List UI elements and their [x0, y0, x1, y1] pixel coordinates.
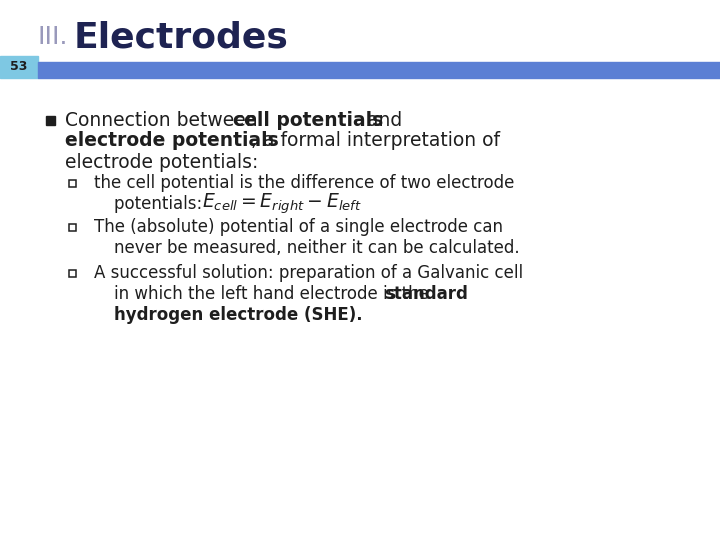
Text: Connection between: Connection between: [65, 111, 264, 130]
Text: electrode potentials: electrode potentials: [65, 132, 279, 151]
Text: potentials:: potentials:: [114, 195, 207, 213]
Bar: [68, 224, 76, 231]
Text: standard: standard: [384, 285, 468, 303]
Bar: [0, 56, 38, 78]
Text: A successful solution: preparation of a Galvanic cell: A successful solution: preparation of a …: [94, 264, 523, 282]
Text: electrode potentials:: electrode potentials:: [65, 152, 258, 172]
Text: The (absolute) potential of a single electrode can: The (absolute) potential of a single ele…: [94, 218, 503, 236]
Text: cell potentials: cell potentials: [233, 111, 383, 130]
Text: and: and: [361, 111, 402, 130]
Text: hydrogen electrode (SHE).: hydrogen electrode (SHE).: [114, 306, 363, 324]
Text: Electrodes: Electrodes: [74, 20, 289, 54]
Text: , a formal interpretation of: , a formal interpretation of: [251, 132, 500, 151]
Text: III.: III.: [38, 25, 68, 49]
Bar: [68, 269, 76, 276]
Text: in which the left hand electrode is the: in which the left hand electrode is the: [114, 285, 434, 303]
Bar: [38, 62, 720, 78]
Bar: [45, 116, 55, 125]
Bar: [68, 179, 76, 186]
Text: the cell potential is the difference of two electrode: the cell potential is the difference of …: [94, 174, 514, 192]
Text: 53: 53: [10, 60, 27, 73]
Text: $\mathit{E}_{cell} = \mathit{E}_{right} - \mathit{E}_{left}$: $\mathit{E}_{cell} = \mathit{E}_{right} …: [202, 192, 362, 216]
Text: never be measured, neither it can be calculated.: never be measured, neither it can be cal…: [114, 239, 520, 257]
